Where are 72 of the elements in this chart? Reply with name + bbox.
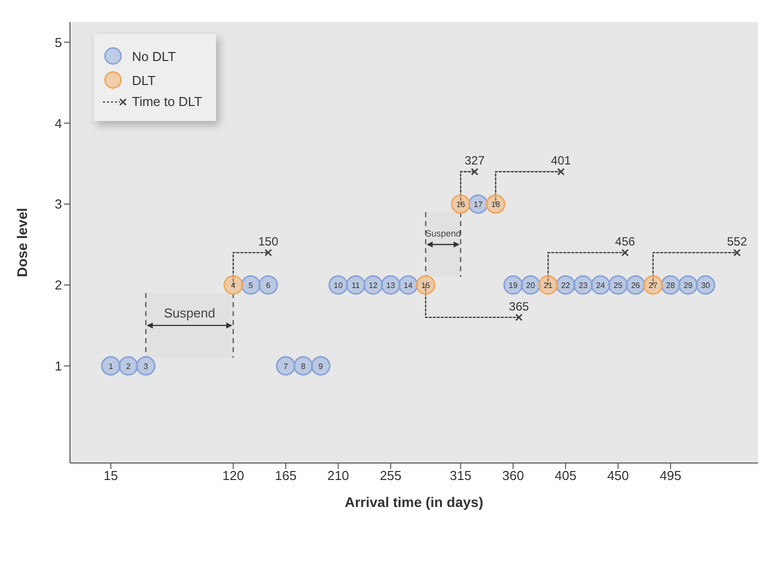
point <box>224 275 244 295</box>
annotation: 5 <box>248 280 254 290</box>
annotation: 28 <box>666 280 676 290</box>
x-tick-label: 450 <box>607 468 629 484</box>
annotation: 14 <box>404 280 414 290</box>
annotation: 18 <box>491 200 501 210</box>
annotation: 12 <box>368 280 378 290</box>
x-tick-label: 495 <box>660 468 682 484</box>
annotation: 26 <box>631 280 641 290</box>
y-axis-title: Dose level <box>14 208 30 278</box>
point <box>258 275 278 295</box>
annotation: 22 <box>561 280 571 290</box>
point <box>293 356 313 376</box>
legend-label: Time to DLT <box>132 94 202 109</box>
point <box>136 356 156 376</box>
point <box>733 248 741 256</box>
x-tick-label: 255 <box>380 468 402 484</box>
y-tick-label: 4 <box>54 116 62 131</box>
y-tick-label: 2 <box>54 278 62 293</box>
point <box>264 248 272 256</box>
legend-label: DLT <box>132 72 156 88</box>
annotation: 456 <box>615 234 636 249</box>
point <box>118 356 138 376</box>
annotation: 21 <box>544 280 554 290</box>
x-tick-label: 405 <box>554 468 576 484</box>
band-label: Suspend <box>425 228 461 239</box>
annotation: 17 <box>474 200 484 210</box>
x-tick-label: 165 <box>274 468 297 484</box>
y-tick-label: 5 <box>54 34 62 50</box>
annotation: 150 <box>258 234 279 249</box>
annotation: 29 <box>684 280 694 290</box>
point <box>470 168 478 176</box>
annotation: 16 <box>456 200 466 210</box>
point <box>621 248 629 256</box>
annotation: 27 <box>648 280 658 290</box>
annotation: 23 <box>578 280 588 290</box>
point <box>101 356 121 376</box>
annotation: 327 <box>464 154 485 168</box>
annotation: 8 <box>300 362 306 371</box>
annotation: 30 <box>701 280 711 290</box>
point <box>276 356 296 376</box>
x-tick-label: 15 <box>104 468 118 484</box>
annotation: 11 <box>352 280 360 290</box>
point <box>557 168 565 176</box>
point <box>310 356 330 376</box>
annotation: 25 <box>614 280 624 290</box>
annotation: 7 <box>284 362 288 371</box>
x-tick-label: 315 <box>450 468 472 484</box>
annotation: 6 <box>266 280 272 290</box>
annotation: 4 <box>231 280 236 290</box>
y-tick-label: 1 <box>54 358 62 374</box>
x-tick-label: 210 <box>327 468 350 484</box>
annotation: 3 <box>144 362 149 371</box>
annotation: 9 <box>318 362 324 371</box>
annotation: 2 <box>126 362 132 371</box>
point <box>515 314 523 322</box>
annotation: 13 <box>386 280 396 290</box>
y-tick-label: 3 <box>54 196 62 212</box>
annotation: 15 <box>421 280 431 290</box>
annotation: 365 <box>508 299 530 314</box>
x-axis-title: Arrival time (in days) <box>344 494 484 510</box>
x-tick-label: 120 <box>222 468 244 484</box>
band-label: Suspend <box>164 305 216 320</box>
annotation: 24 <box>596 280 606 290</box>
annotation: 552 <box>726 234 748 249</box>
annotation: 401 <box>550 154 572 168</box>
x-tick-label: 360 <box>502 468 524 484</box>
annotation: 19 <box>508 280 518 290</box>
annotation: 1 <box>108 362 114 371</box>
annotation: 20 <box>526 280 536 290</box>
annotation: 10 <box>334 280 344 290</box>
legend-label: No DLT <box>132 48 176 64</box>
